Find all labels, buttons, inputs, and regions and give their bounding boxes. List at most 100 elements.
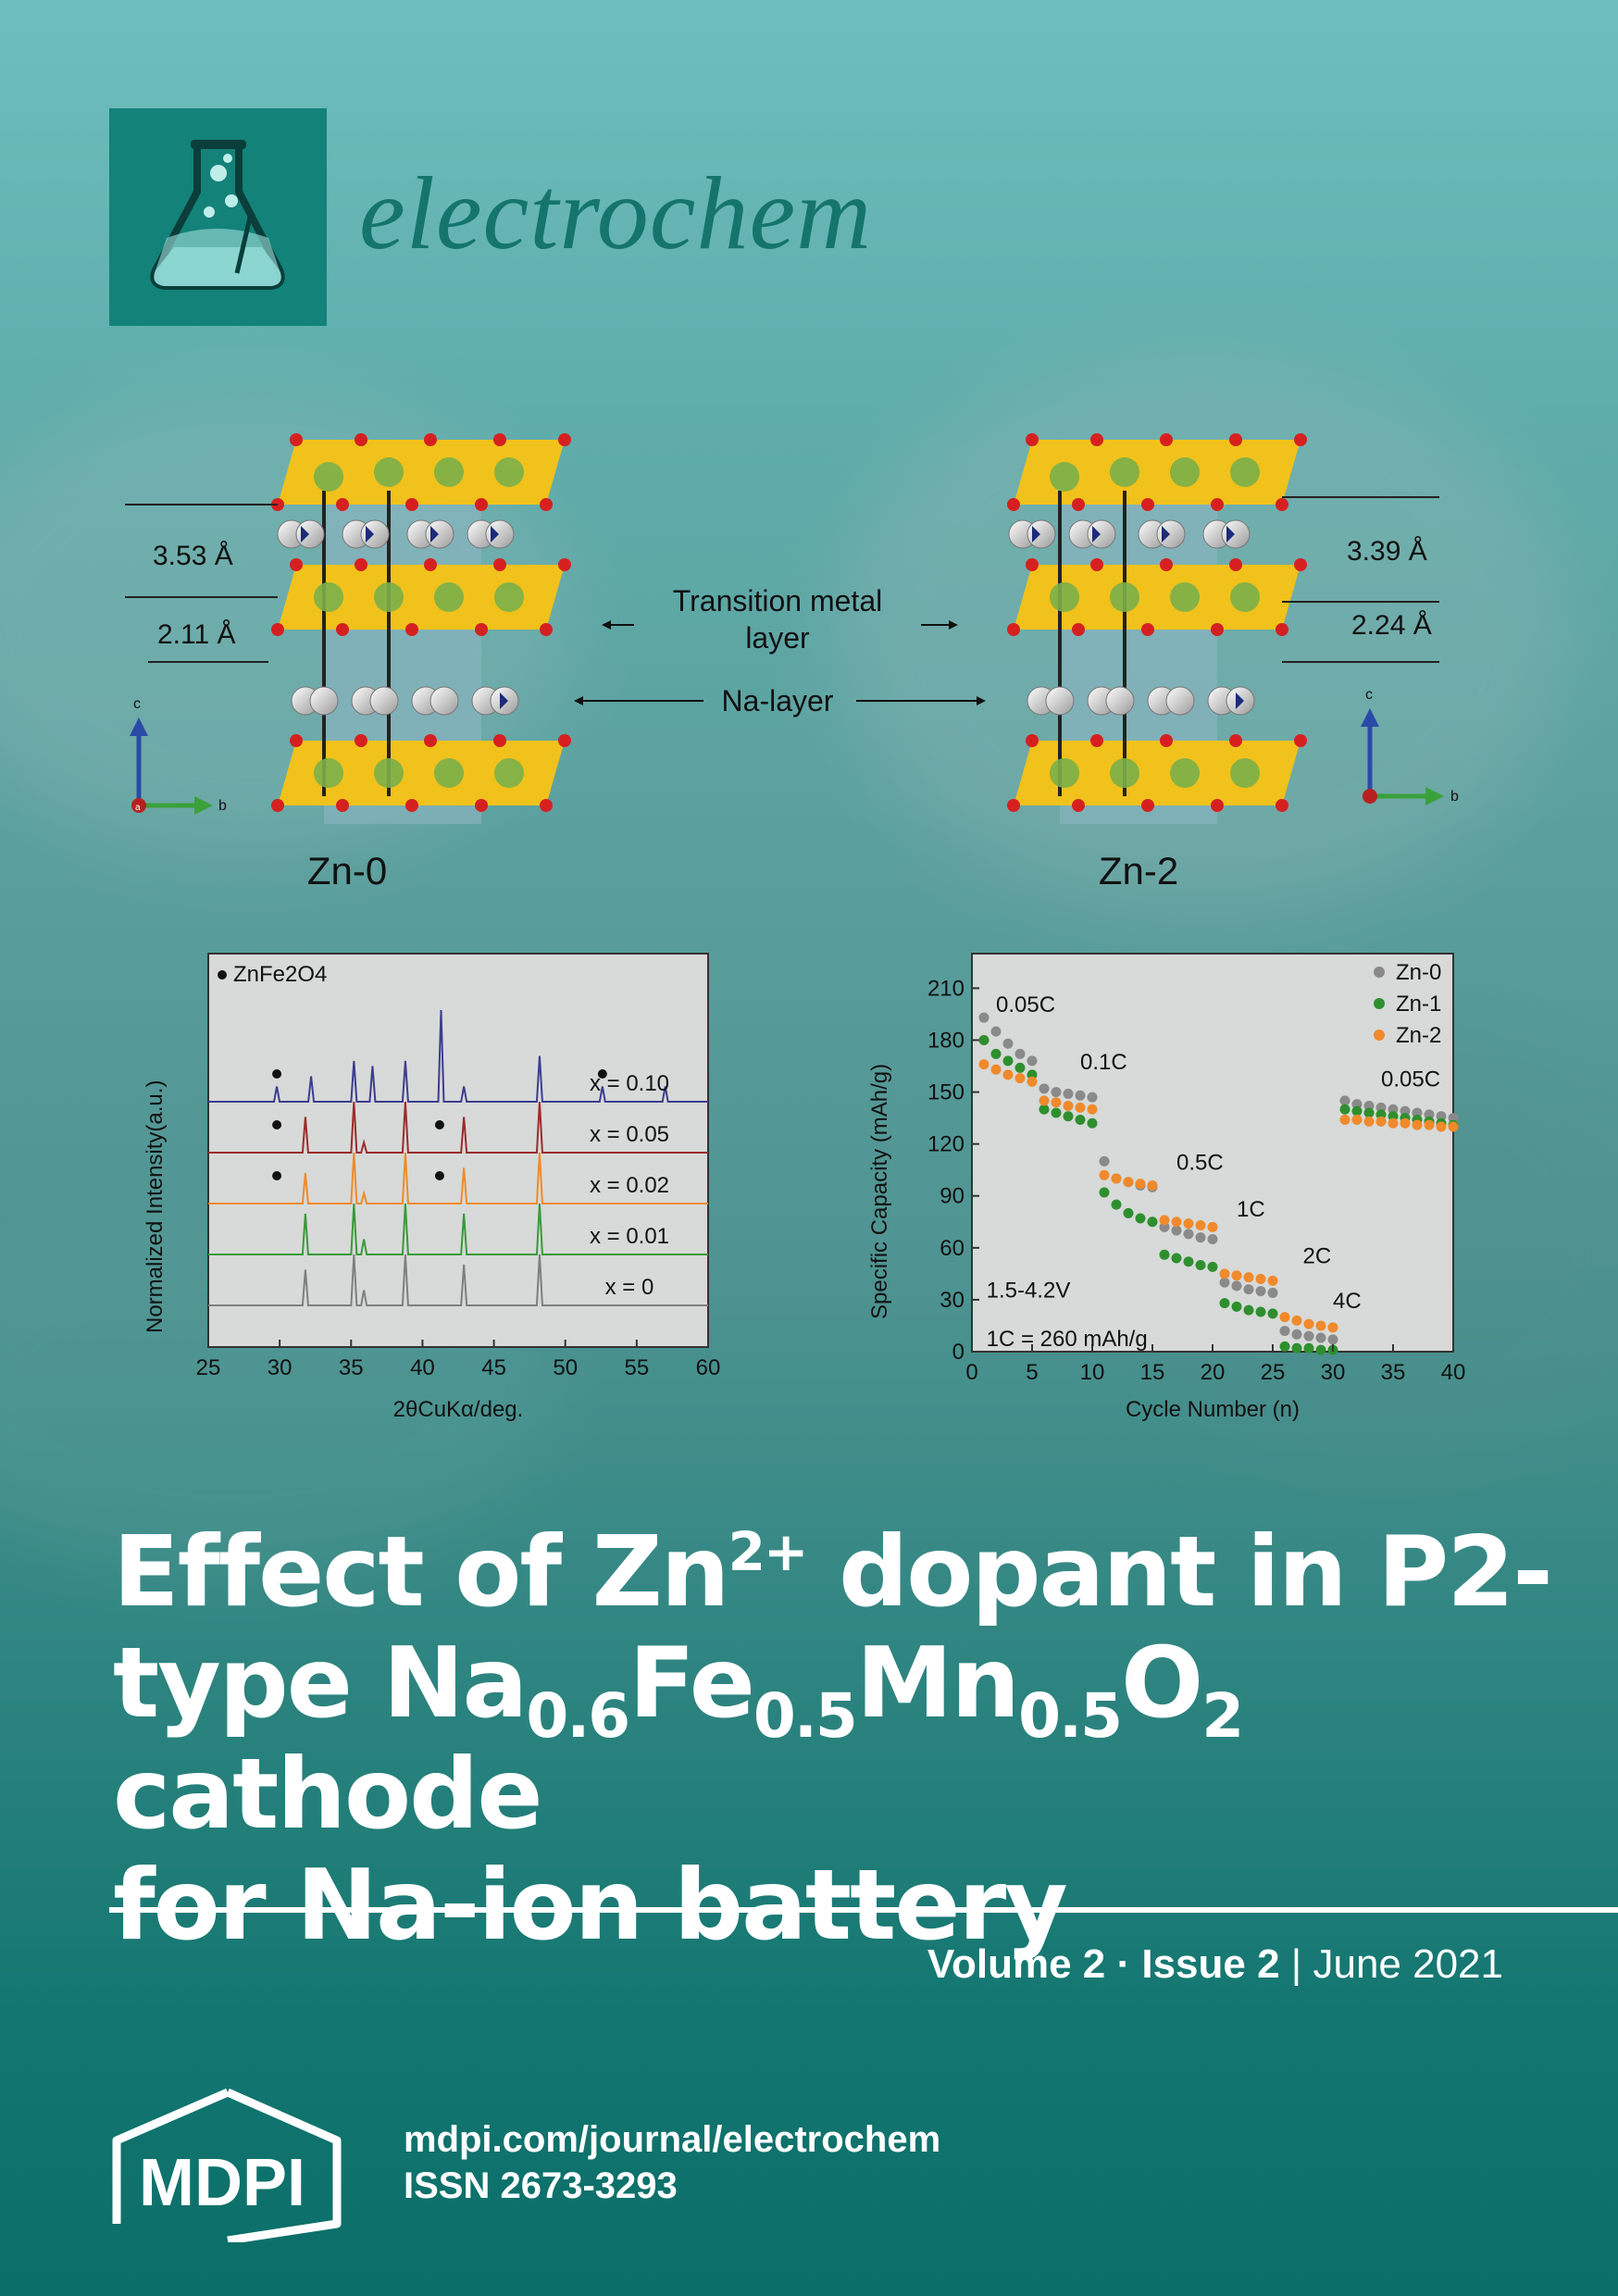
data-point xyxy=(1303,1318,1314,1329)
data-point xyxy=(1327,1334,1338,1345)
journal-name: electrochem xyxy=(359,156,873,271)
data-point xyxy=(1063,1088,1074,1099)
axis-label: c xyxy=(133,696,141,712)
y-tick-label: 0 xyxy=(952,1340,965,1365)
data-point xyxy=(1063,1101,1074,1112)
x-tick-label: 25 xyxy=(196,1355,221,1380)
data-point xyxy=(990,1064,1002,1075)
separator: | xyxy=(1279,1941,1313,1987)
data-point xyxy=(1075,1102,1086,1113)
article-title: Effect of Zn2+ dopant in P2- type Na0.6F… xyxy=(113,1516,1594,1961)
x-tick-label: 30 xyxy=(1321,1360,1346,1385)
y-tick-label: 60 xyxy=(940,1236,965,1261)
axis-label: b xyxy=(218,798,227,814)
legend-marker xyxy=(218,970,227,980)
x-tick-label: 60 xyxy=(696,1355,721,1380)
data-point xyxy=(1002,1069,1014,1080)
data-point xyxy=(1339,1104,1350,1115)
data-point xyxy=(1147,1180,1158,1192)
chart-annotation: 4C xyxy=(1333,1289,1362,1314)
data-point xyxy=(1002,1038,1014,1049)
data-point xyxy=(1303,1342,1314,1354)
data-point xyxy=(1412,1119,1423,1130)
title-text: type Na xyxy=(113,1627,528,1740)
x-tick-label: 35 xyxy=(339,1355,364,1380)
data-point xyxy=(1087,1092,1098,1103)
na-layer-label: Na-layer xyxy=(722,684,834,718)
mdpi-logo: MDPI xyxy=(112,2088,342,2242)
legend-marker xyxy=(1374,1029,1385,1041)
data-point xyxy=(1351,1114,1363,1125)
issn: ISSN 2673-3293 xyxy=(404,2165,678,2206)
x-tick-label: 20 xyxy=(1201,1360,1226,1385)
legend-marker xyxy=(1374,967,1385,978)
journal-logo xyxy=(109,108,327,326)
xrd-trace xyxy=(208,1101,708,1154)
chart-annotation: 1C = 260 mAh/g xyxy=(987,1327,1148,1352)
data-point xyxy=(1219,1298,1230,1309)
data-point xyxy=(1051,1087,1062,1098)
data-point xyxy=(1195,1232,1206,1243)
data-point xyxy=(1171,1225,1182,1236)
axis-label: a xyxy=(135,803,141,813)
journal-url[interactable]: mdpi.com/journal/electrochem xyxy=(404,2119,941,2160)
x-tick-label: 0 xyxy=(965,1360,977,1385)
data-point xyxy=(1111,1173,1122,1184)
title-text: Mn xyxy=(855,1627,1020,1740)
spacing-label: 2.24 Å xyxy=(1351,610,1432,641)
xrd-trace xyxy=(208,1254,708,1306)
data-point xyxy=(1448,1121,1459,1132)
data-point xyxy=(1339,1114,1350,1125)
chart-annotation: 0.5C xyxy=(1176,1150,1224,1175)
data-point xyxy=(1159,1215,1170,1226)
legend-label: Zn-2 xyxy=(1396,1023,1441,1048)
spacing-label: 3.39 Å xyxy=(1347,536,1427,567)
data-point xyxy=(1087,1104,1098,1115)
chart-annotation: 0.05C xyxy=(996,992,1055,1017)
impurity-marker xyxy=(597,1069,607,1079)
legend-label: Zn-0 xyxy=(1396,960,1441,985)
issue-label: Issue 2 xyxy=(1141,1941,1280,1987)
divider-rule xyxy=(109,1907,1618,1913)
data-point xyxy=(1231,1270,1242,1281)
volume-label: Volume 2 xyxy=(927,1941,1106,1987)
data-point xyxy=(1135,1179,1146,1190)
title-subscript: 0.6 xyxy=(526,1680,630,1752)
series-label: x = 0.05 xyxy=(590,1122,669,1147)
data-point xyxy=(1159,1249,1170,1260)
data-point xyxy=(1291,1342,1302,1354)
data-point xyxy=(1111,1199,1122,1210)
series-label: x = 0.01 xyxy=(590,1224,669,1249)
data-point xyxy=(1315,1332,1326,1343)
capacity-chart: 0 5 10 15 20 25 30 35 40 0 30 60 90 120 150 180 210 Zn-0… xyxy=(867,953,1466,1422)
data-point xyxy=(1014,1073,1026,1084)
data-point xyxy=(1075,1090,1086,1101)
y-tick-label: 120 xyxy=(927,1132,965,1157)
chart-annotation: 1.5-4.2V xyxy=(987,1279,1071,1304)
title-subscript: 2 xyxy=(1201,1680,1244,1752)
x-tick-label: 40 xyxy=(1441,1360,1466,1385)
legend-label: Zn-1 xyxy=(1396,992,1441,1017)
data-point xyxy=(1014,1048,1026,1059)
data-point xyxy=(1207,1233,1218,1244)
data-point xyxy=(1291,1329,1302,1340)
chart-annotation: 0.05C xyxy=(1381,1067,1440,1092)
x-axis-label: 2θCuKα/deg. xyxy=(393,1397,524,1422)
impurity-marker xyxy=(272,1120,282,1129)
flask-icon xyxy=(150,140,285,290)
data-point xyxy=(1027,1076,1038,1087)
data-point xyxy=(1219,1277,1230,1288)
data-point xyxy=(1351,1105,1363,1117)
data-point xyxy=(978,1034,989,1045)
title-text: for Na-ion battery xyxy=(113,1849,1068,1962)
data-point xyxy=(1388,1117,1399,1129)
data-point xyxy=(1375,1116,1387,1127)
title-text: O xyxy=(1121,1627,1203,1740)
impurity-marker xyxy=(272,1069,282,1079)
data-point xyxy=(1279,1312,1290,1323)
title-subscript: 0.5 xyxy=(753,1680,858,1752)
data-point xyxy=(1014,1062,1026,1073)
data-point xyxy=(1339,1095,1350,1106)
data-point xyxy=(1207,1261,1218,1272)
data-point xyxy=(1303,1330,1314,1341)
